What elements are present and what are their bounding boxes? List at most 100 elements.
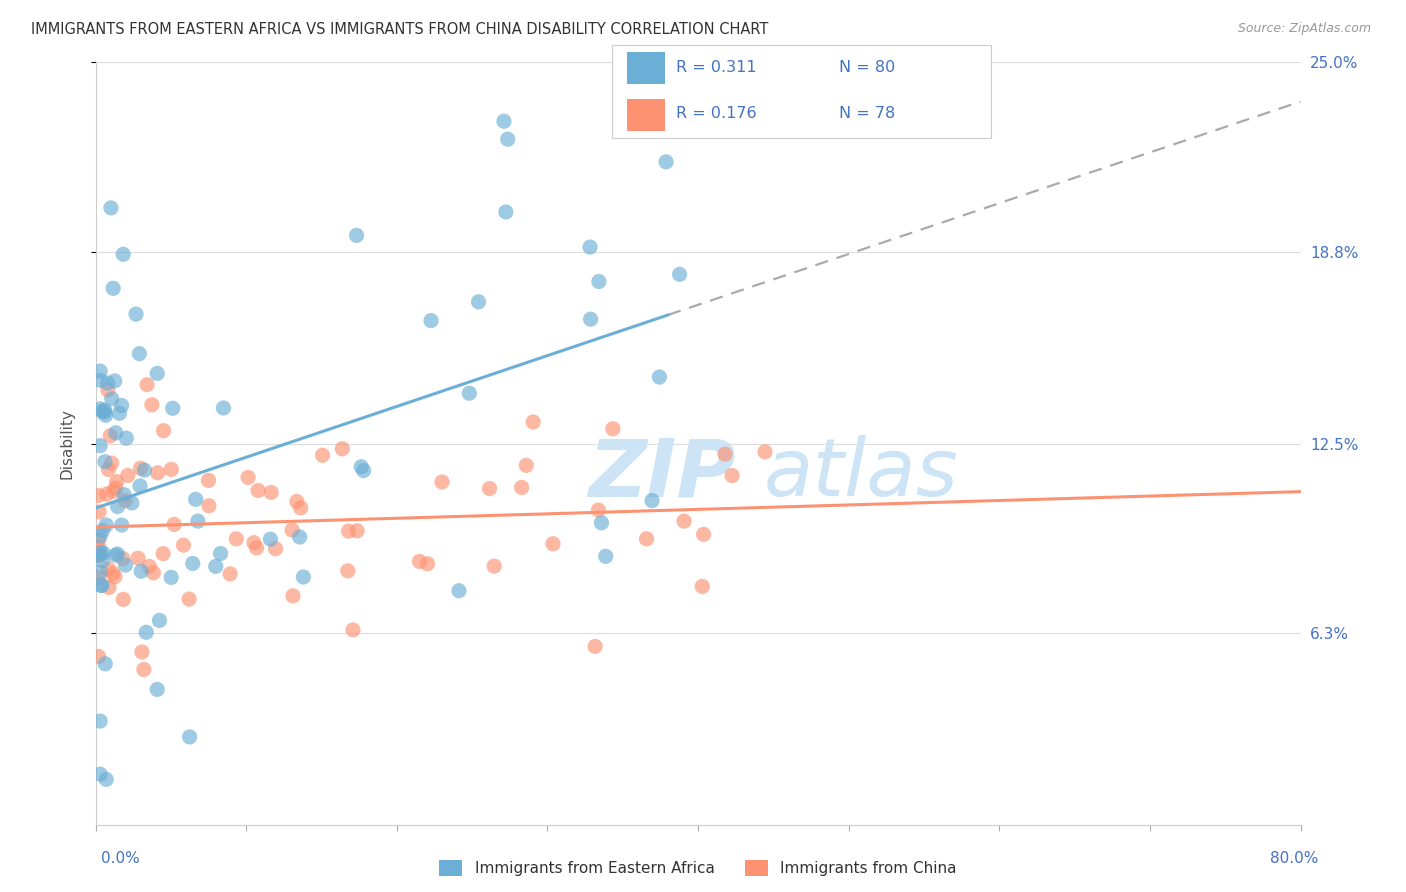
Point <box>87 570 110 584</box>
Point <box>98 429 121 443</box>
Point <box>148 614 170 628</box>
Point <box>146 367 169 381</box>
Point <box>104 548 127 562</box>
Point <box>101 281 124 295</box>
Point <box>595 549 617 564</box>
Point <box>89 714 111 728</box>
Point <box>129 479 152 493</box>
Point <box>90 578 112 592</box>
Point <box>97 376 120 390</box>
FancyBboxPatch shape <box>627 52 665 84</box>
Point <box>342 623 364 637</box>
Point <box>197 474 219 488</box>
Text: N = 78: N = 78 <box>839 106 896 121</box>
Point <box>655 154 678 169</box>
Point <box>225 532 247 546</box>
Point <box>117 468 139 483</box>
Point <box>87 548 110 562</box>
Point <box>336 564 359 578</box>
Point <box>163 517 186 532</box>
Point <box>288 530 311 544</box>
Point <box>478 482 501 496</box>
Point <box>636 532 658 546</box>
Point <box>114 493 136 508</box>
Point <box>285 494 308 508</box>
Legend: Immigrants from Eastern Africa, Immigrants from China: Immigrants from Eastern Africa, Immigran… <box>433 854 963 882</box>
Point <box>152 547 174 561</box>
Point <box>104 374 127 388</box>
Point <box>246 541 269 555</box>
Point <box>103 484 125 499</box>
Point <box>87 649 110 664</box>
Point <box>243 535 266 549</box>
Point <box>420 313 443 327</box>
Point <box>136 377 159 392</box>
Point <box>94 409 117 423</box>
Point <box>96 518 118 533</box>
Point <box>495 205 517 219</box>
Point <box>184 492 207 507</box>
Point <box>350 459 373 474</box>
Point <box>129 564 152 578</box>
Point <box>408 554 430 568</box>
Point <box>97 383 120 397</box>
Point <box>96 487 118 501</box>
Point <box>579 240 602 254</box>
Point <box>91 554 114 568</box>
Point <box>89 548 111 562</box>
Point <box>132 663 155 677</box>
Point <box>89 529 111 543</box>
Point <box>89 565 111 579</box>
Point <box>111 518 134 533</box>
Point <box>181 557 204 571</box>
Point <box>112 592 135 607</box>
Point <box>583 640 606 654</box>
Point <box>112 247 135 261</box>
Point <box>87 533 110 547</box>
Point <box>98 581 121 595</box>
Point <box>332 442 354 456</box>
Point <box>104 425 127 440</box>
Point <box>121 496 143 510</box>
Point <box>94 455 117 469</box>
Point <box>281 589 304 603</box>
Point <box>125 307 148 321</box>
Text: N = 80: N = 80 <box>839 60 896 75</box>
Point <box>714 447 737 461</box>
Text: R = 0.176: R = 0.176 <box>676 106 756 121</box>
Point <box>311 448 333 462</box>
Point <box>105 475 128 489</box>
Point <box>591 516 613 530</box>
Point <box>212 401 235 415</box>
Point <box>721 468 744 483</box>
FancyBboxPatch shape <box>627 99 665 131</box>
Point <box>91 524 114 538</box>
Point <box>89 373 111 387</box>
Point <box>93 403 115 417</box>
Point <box>87 488 110 502</box>
Point <box>107 500 129 514</box>
Point <box>94 657 117 671</box>
Point <box>292 570 315 584</box>
Point <box>484 559 506 574</box>
Text: 80.0%: 80.0% <box>1271 852 1319 866</box>
Point <box>337 524 360 538</box>
Point <box>141 398 163 412</box>
Point <box>89 439 111 453</box>
Point <box>107 547 129 561</box>
Point <box>100 392 122 406</box>
Point <box>127 551 149 566</box>
Point <box>89 364 111 378</box>
Point <box>247 483 270 498</box>
Point <box>496 132 519 146</box>
Point <box>131 645 153 659</box>
Point <box>160 570 183 584</box>
Point <box>259 532 281 546</box>
Text: IMMIGRANTS FROM EASTERN AFRICA VS IMMIGRANTS FROM CHINA DISABILITY CORRELATION C: IMMIGRANTS FROM EASTERN AFRICA VS IMMIGR… <box>31 22 768 37</box>
Point <box>138 559 160 574</box>
Text: ZIP: ZIP <box>588 435 735 513</box>
Point <box>692 527 714 541</box>
Point <box>579 312 602 326</box>
Point <box>219 566 242 581</box>
Text: atlas: atlas <box>763 435 957 513</box>
